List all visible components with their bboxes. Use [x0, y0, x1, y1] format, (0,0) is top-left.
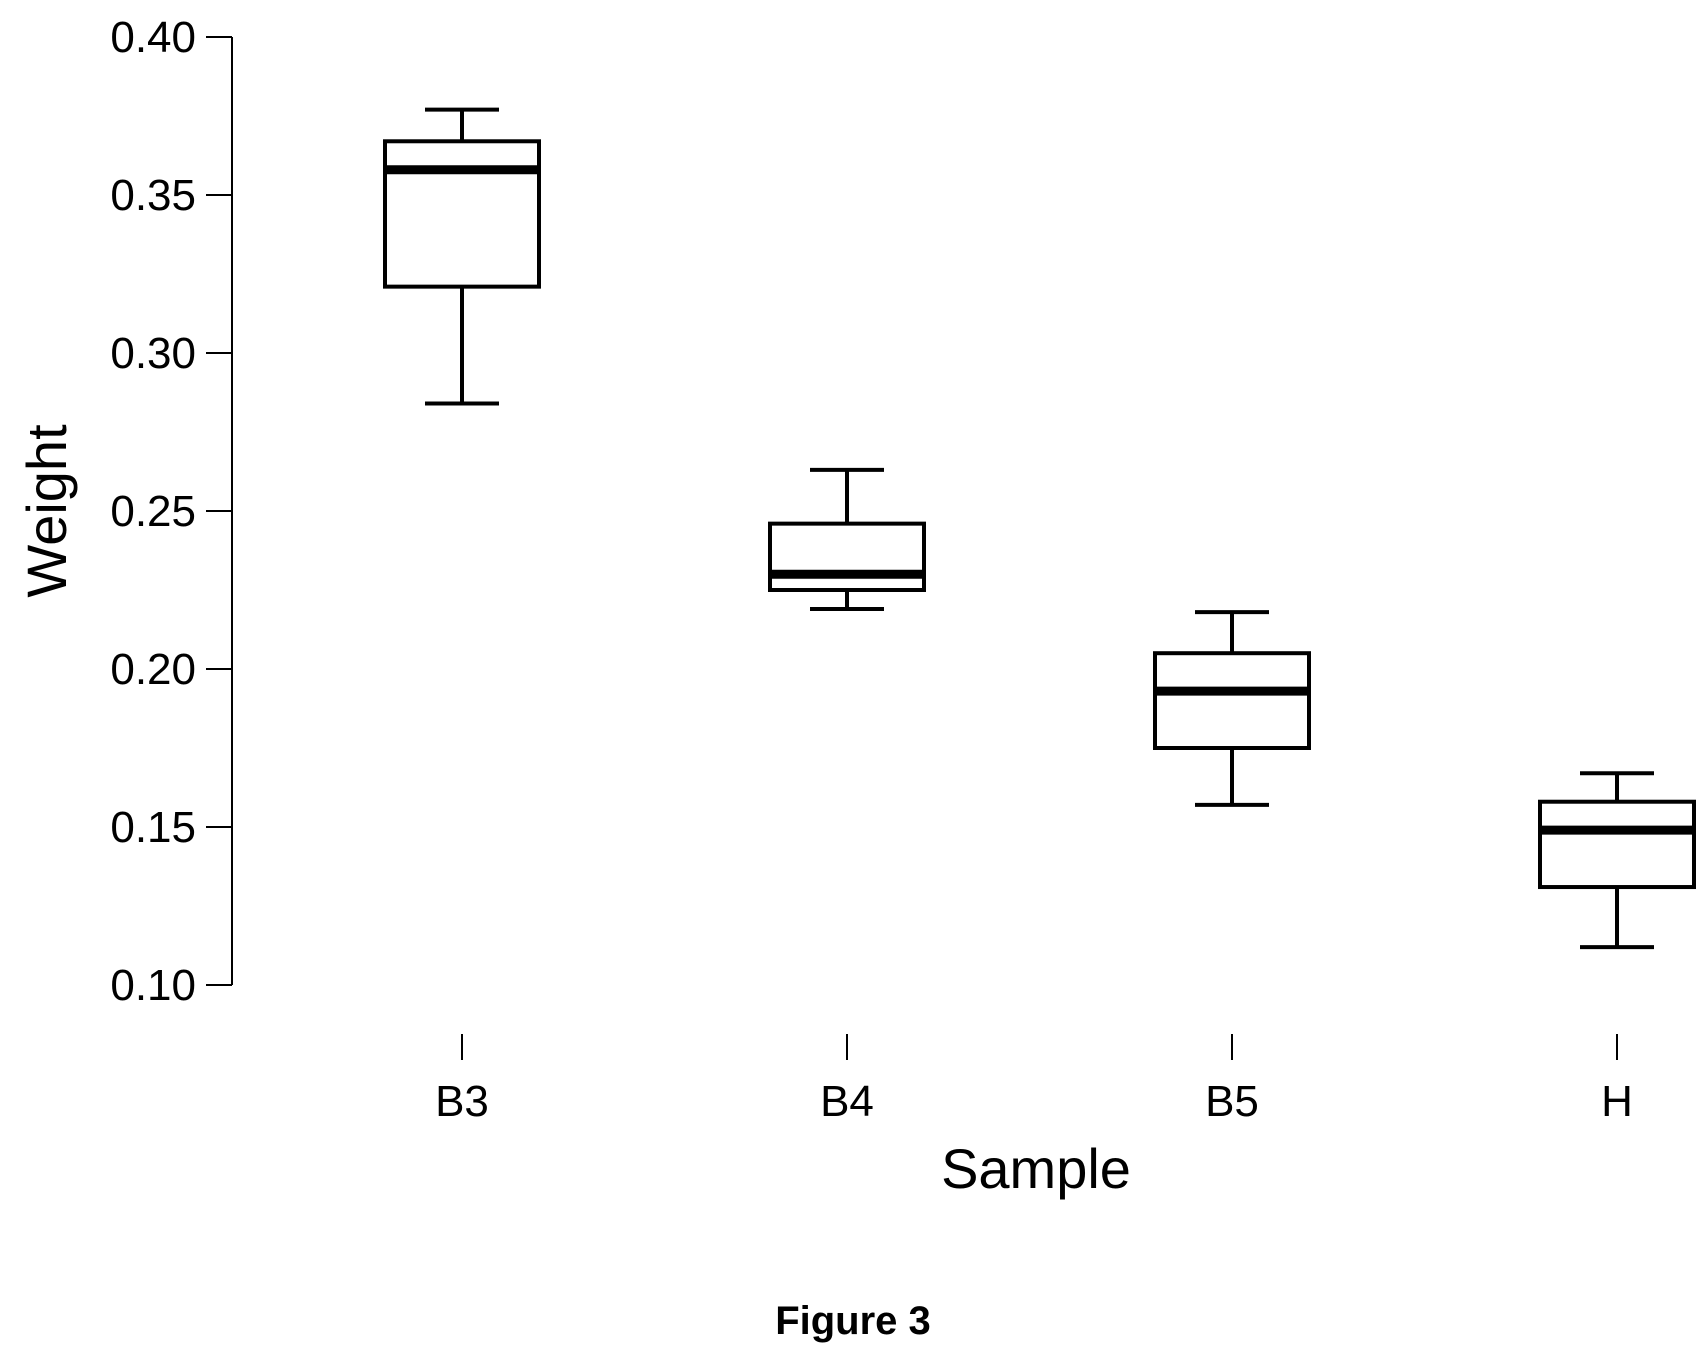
x-axis: B3 B4 B5 H — [435, 1034, 1633, 1126]
x-tick-label: H — [1601, 1077, 1633, 1126]
y-tick-label: 0.40 — [110, 13, 196, 62]
y-tick-label: 0.35 — [110, 171, 196, 220]
x-tick-label: B3 — [435, 1077, 489, 1126]
interquartile-box — [1538, 799, 1696, 890]
interquartile-box — [383, 139, 541, 289]
figure-caption: Figure 3 — [775, 1299, 931, 1343]
interquartile-box — [1153, 651, 1311, 751]
interquartile-box — [768, 521, 926, 593]
x-axis-title: Sample — [941, 1137, 1131, 1200]
box-plots — [383, 107, 1696, 950]
y-tick-label: 0.10 — [110, 961, 196, 1010]
box-b3 — [383, 107, 541, 406]
y-tick-label: 0.25 — [110, 487, 196, 536]
x-tick-label: B4 — [820, 1077, 874, 1126]
y-axis: 0.10 0.15 0.20 0.25 0.30 0.35 0.40 — [110, 13, 233, 1010]
box-b5 — [1153, 610, 1311, 807]
y-tick-label: 0.15 — [110, 803, 196, 852]
y-tick-label: 0.30 — [110, 329, 196, 378]
y-axis-title: Weight — [15, 424, 78, 598]
y-tick-label: 0.20 — [110, 645, 196, 694]
x-tick-label: B5 — [1205, 1077, 1259, 1126]
box-b4 — [768, 467, 926, 611]
box-h — [1538, 771, 1696, 950]
